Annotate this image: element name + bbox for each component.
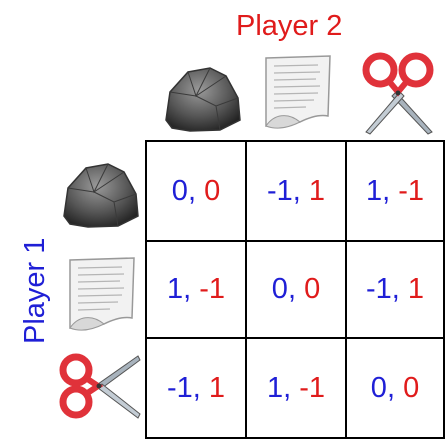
player1-payoff: 0	[370, 371, 387, 404]
payoff-separator: ,	[192, 371, 209, 404]
payoff-cell: 0, 0	[147, 142, 247, 242]
player2-payoff: 1	[208, 371, 226, 404]
player1-payoff: 1	[166, 273, 184, 305]
payoff-separator: ,	[287, 273, 305, 305]
player1-payoff: -1	[166, 371, 193, 404]
scissors-icon	[362, 52, 434, 135]
paper-icon	[265, 55, 331, 129]
payoff-separator: ,	[187, 174, 205, 207]
payoff-cell: 1, -1	[347, 142, 443, 242]
player1-payoff: -1	[365, 273, 392, 305]
payoff-cell: 0, 0	[347, 339, 443, 437]
payoff-separator: ,	[391, 273, 408, 305]
payoff-separator: ,	[292, 174, 309, 207]
payoff-cell: -1, 1	[247, 142, 347, 242]
payoff-cell: -1, 1	[347, 242, 443, 339]
payoff-cell: 1, -1	[247, 339, 347, 437]
payoff-cell: 0, 0	[247, 242, 347, 339]
player2-payoff: 1	[407, 273, 425, 305]
player1-payoff: 1	[365, 174, 383, 207]
rock-icon	[63, 163, 139, 228]
player2-payoff: 0	[204, 174, 221, 207]
player1-payoff: 0	[171, 174, 188, 207]
payoff-separator: ,	[382, 174, 399, 207]
payoff-separator: ,	[183, 273, 200, 305]
player1-payoff: -1	[266, 174, 293, 207]
player2-payoff: -1	[299, 371, 326, 404]
player2-payoff: 0	[304, 273, 321, 305]
player1-payoff: 0	[271, 273, 288, 305]
scissors-icon	[59, 353, 141, 419]
player2-payoff: 1	[308, 174, 326, 207]
player1-payoff: 1	[266, 371, 284, 404]
player2-payoff: 0	[403, 371, 420, 404]
rock-icon	[165, 67, 241, 132]
payoff-cell: -1, 1	[147, 339, 247, 437]
payoff-cell: 1, -1	[147, 242, 247, 339]
player2-payoff: -1	[199, 273, 226, 305]
player2-label: Player 2	[236, 10, 343, 42]
payoff-separator: ,	[386, 371, 404, 404]
paper-icon	[69, 257, 135, 331]
payoff-separator: ,	[283, 371, 300, 404]
player1-label: Player 1	[19, 237, 51, 344]
player2-payoff: -1	[398, 174, 425, 207]
